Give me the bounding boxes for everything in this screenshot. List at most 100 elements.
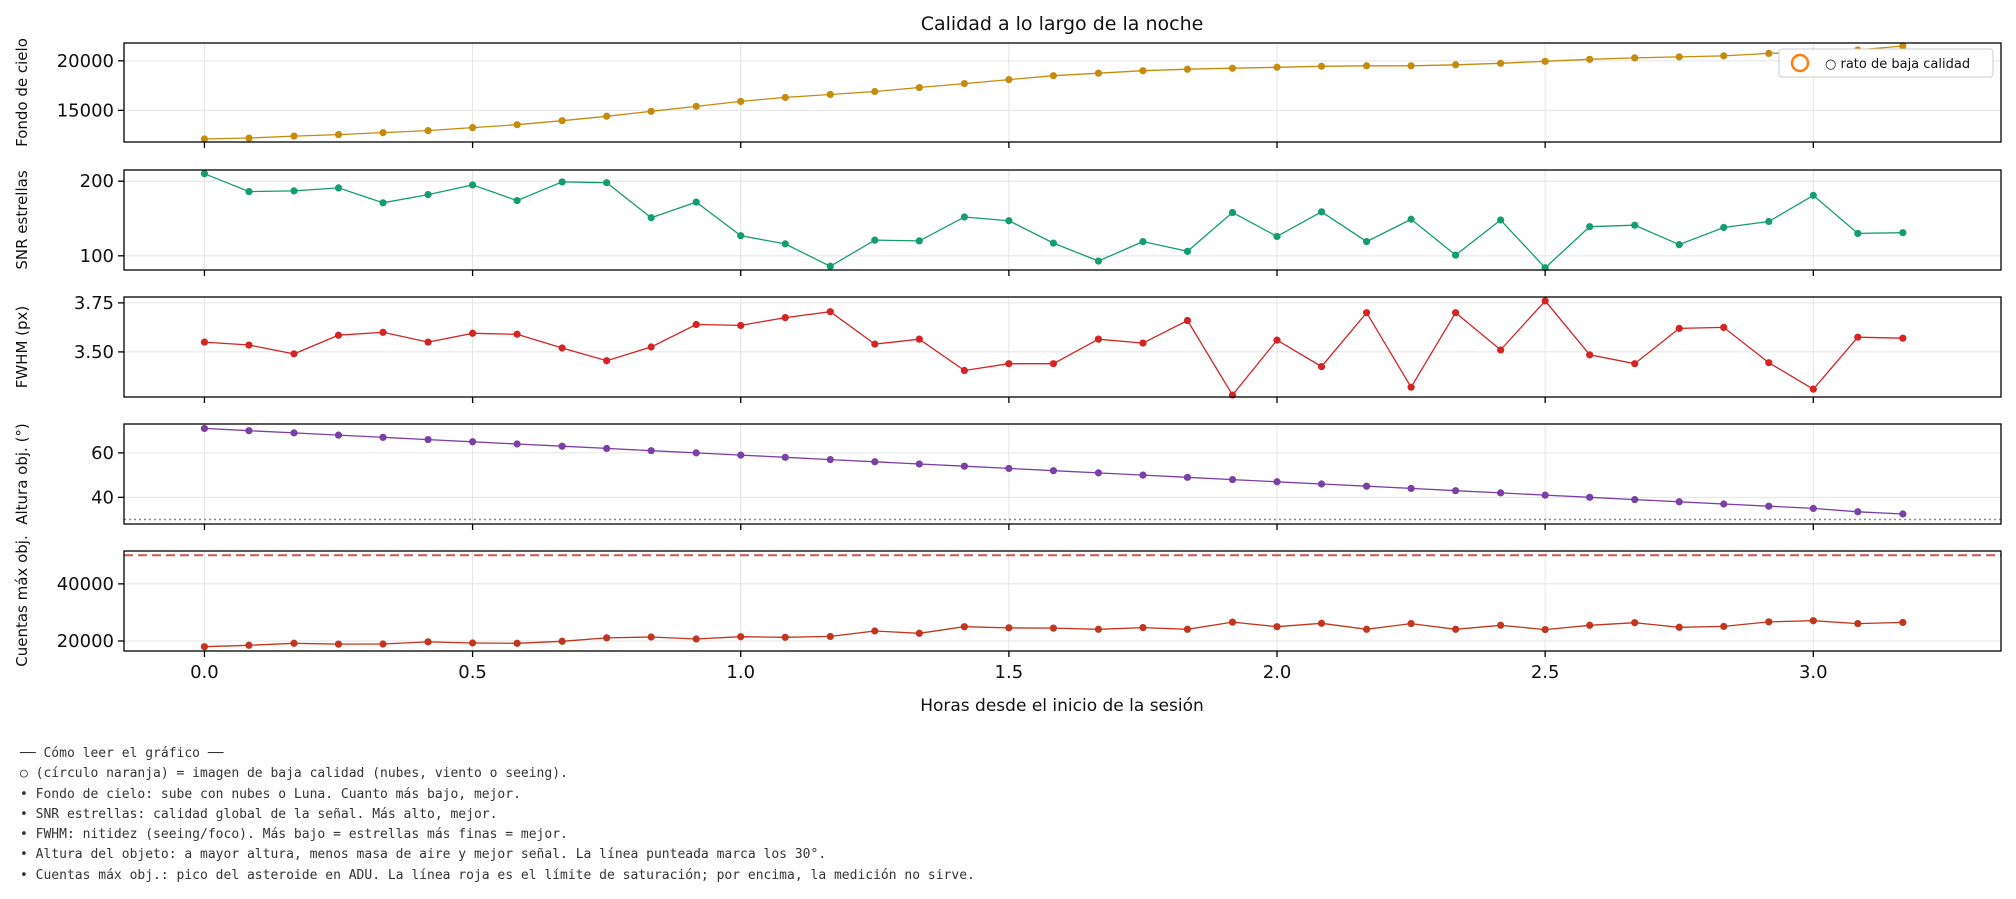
y-tick-label: 15000 bbox=[57, 100, 114, 121]
data-point bbox=[1497, 216, 1505, 224]
data-point bbox=[1362, 625, 1371, 633]
data-point bbox=[334, 431, 343, 439]
data-point bbox=[647, 107, 655, 115]
data-point bbox=[1899, 334, 1907, 342]
data-point bbox=[1317, 480, 1326, 488]
data-point bbox=[647, 447, 655, 455]
data-point bbox=[558, 344, 566, 352]
data-point bbox=[1362, 482, 1371, 490]
data-point bbox=[513, 330, 521, 338]
data-point bbox=[1631, 495, 1639, 504]
y-axis-label: Altura obj. (°) bbox=[13, 423, 31, 525]
data-point bbox=[245, 134, 253, 142]
data-point bbox=[1899, 510, 1907, 518]
data-point bbox=[1451, 61, 1460, 69]
chart-panels: 15000 20000 Fondo de cielo 100 200 SNR estrel… bbox=[13, 38, 2002, 683]
data-point bbox=[1631, 221, 1639, 229]
y-tick-label: 40000 bbox=[57, 574, 114, 595]
data-point bbox=[1675, 498, 1683, 506]
data-point bbox=[1362, 238, 1371, 246]
data-point bbox=[1407, 215, 1415, 223]
data-point bbox=[1005, 360, 1013, 368]
chart-title: Calidad a lo largo de la noche bbox=[921, 13, 1204, 35]
data-point bbox=[1720, 622, 1728, 631]
x-tick-label: 2.0 bbox=[1263, 662, 1292, 683]
data-point bbox=[1139, 623, 1147, 632]
data-point bbox=[1809, 617, 1817, 625]
data-point bbox=[603, 634, 611, 642]
data-point bbox=[647, 214, 655, 222]
data-point bbox=[1720, 52, 1728, 60]
data-point bbox=[871, 458, 879, 466]
data-point bbox=[781, 240, 789, 248]
data-point bbox=[603, 112, 611, 120]
data-point bbox=[1228, 475, 1237, 484]
data-point bbox=[1854, 229, 1862, 238]
data-point bbox=[826, 308, 834, 316]
data-point bbox=[781, 633, 789, 641]
data-point bbox=[1586, 351, 1594, 359]
data-point bbox=[1854, 508, 1862, 516]
data-point bbox=[468, 181, 477, 189]
data-point bbox=[692, 102, 700, 110]
data-point bbox=[826, 262, 834, 270]
legend-label: ○ rato de baja calidad bbox=[1825, 57, 1970, 72]
note-line: • Fondo de cielo: sube con nubes o Luna.… bbox=[20, 786, 521, 802]
data-point bbox=[1809, 191, 1817, 199]
x-tick-label: 1.0 bbox=[726, 662, 755, 683]
y-axis-label: Fondo de cielo bbox=[13, 38, 31, 147]
data-point bbox=[1407, 62, 1415, 70]
panel-4: 40 60 Altura obj. (°) bbox=[13, 423, 2002, 530]
data-point bbox=[1541, 491, 1549, 499]
y-tick-label: 3.75 bbox=[74, 293, 114, 314]
data-point bbox=[737, 451, 745, 459]
data-point bbox=[1765, 618, 1773, 626]
note-line: • Cuentas máx obj.: pico del asteroide e… bbox=[20, 867, 975, 883]
data-point bbox=[468, 438, 477, 446]
data-point bbox=[1183, 625, 1192, 633]
data-point bbox=[1049, 72, 1057, 80]
data-point bbox=[781, 313, 789, 322]
data-point bbox=[1362, 62, 1371, 70]
data-point bbox=[334, 184, 343, 192]
data-point bbox=[871, 236, 879, 244]
data-point bbox=[513, 121, 521, 129]
y-tick-label: 20000 bbox=[57, 631, 114, 652]
data-point bbox=[737, 321, 745, 330]
data-point bbox=[960, 366, 968, 375]
data-point bbox=[1675, 53, 1683, 61]
data-point bbox=[1094, 469, 1103, 477]
notes-heading: ── Cómo leer el gráfico ── bbox=[20, 746, 224, 761]
panel-frame bbox=[123, 550, 2002, 652]
data-point bbox=[1362, 309, 1371, 317]
data-point bbox=[245, 188, 253, 196]
data-point bbox=[1183, 316, 1192, 325]
reading-notes: ── Cómo leer el gráfico ── ○ (círculo na… bbox=[20, 744, 975, 886]
data-point bbox=[379, 199, 387, 207]
data-point bbox=[1407, 619, 1415, 628]
data-point bbox=[200, 643, 209, 651]
data-point bbox=[1317, 208, 1326, 216]
data-point bbox=[1183, 473, 1192, 481]
data-point bbox=[379, 640, 387, 648]
data-point bbox=[424, 338, 432, 346]
data-point bbox=[1675, 324, 1683, 332]
data-point bbox=[915, 83, 923, 92]
y-tick-label: 200 bbox=[80, 171, 114, 192]
data-point bbox=[1765, 502, 1773, 510]
data-point bbox=[379, 433, 387, 441]
data-point bbox=[1005, 76, 1013, 84]
data-point bbox=[1228, 208, 1237, 217]
y-tick-label: 20000 bbox=[57, 51, 114, 72]
data-point bbox=[245, 427, 253, 435]
data-point bbox=[692, 449, 700, 457]
data-point bbox=[290, 350, 298, 358]
data-point bbox=[960, 623, 968, 631]
y-tick-label: 40 bbox=[91, 487, 114, 508]
y-axis-label: Cuentas máx obj. bbox=[13, 535, 31, 666]
data-point bbox=[200, 170, 209, 178]
data-point bbox=[1765, 49, 1773, 57]
data-point bbox=[737, 232, 745, 240]
data-point bbox=[960, 213, 968, 221]
